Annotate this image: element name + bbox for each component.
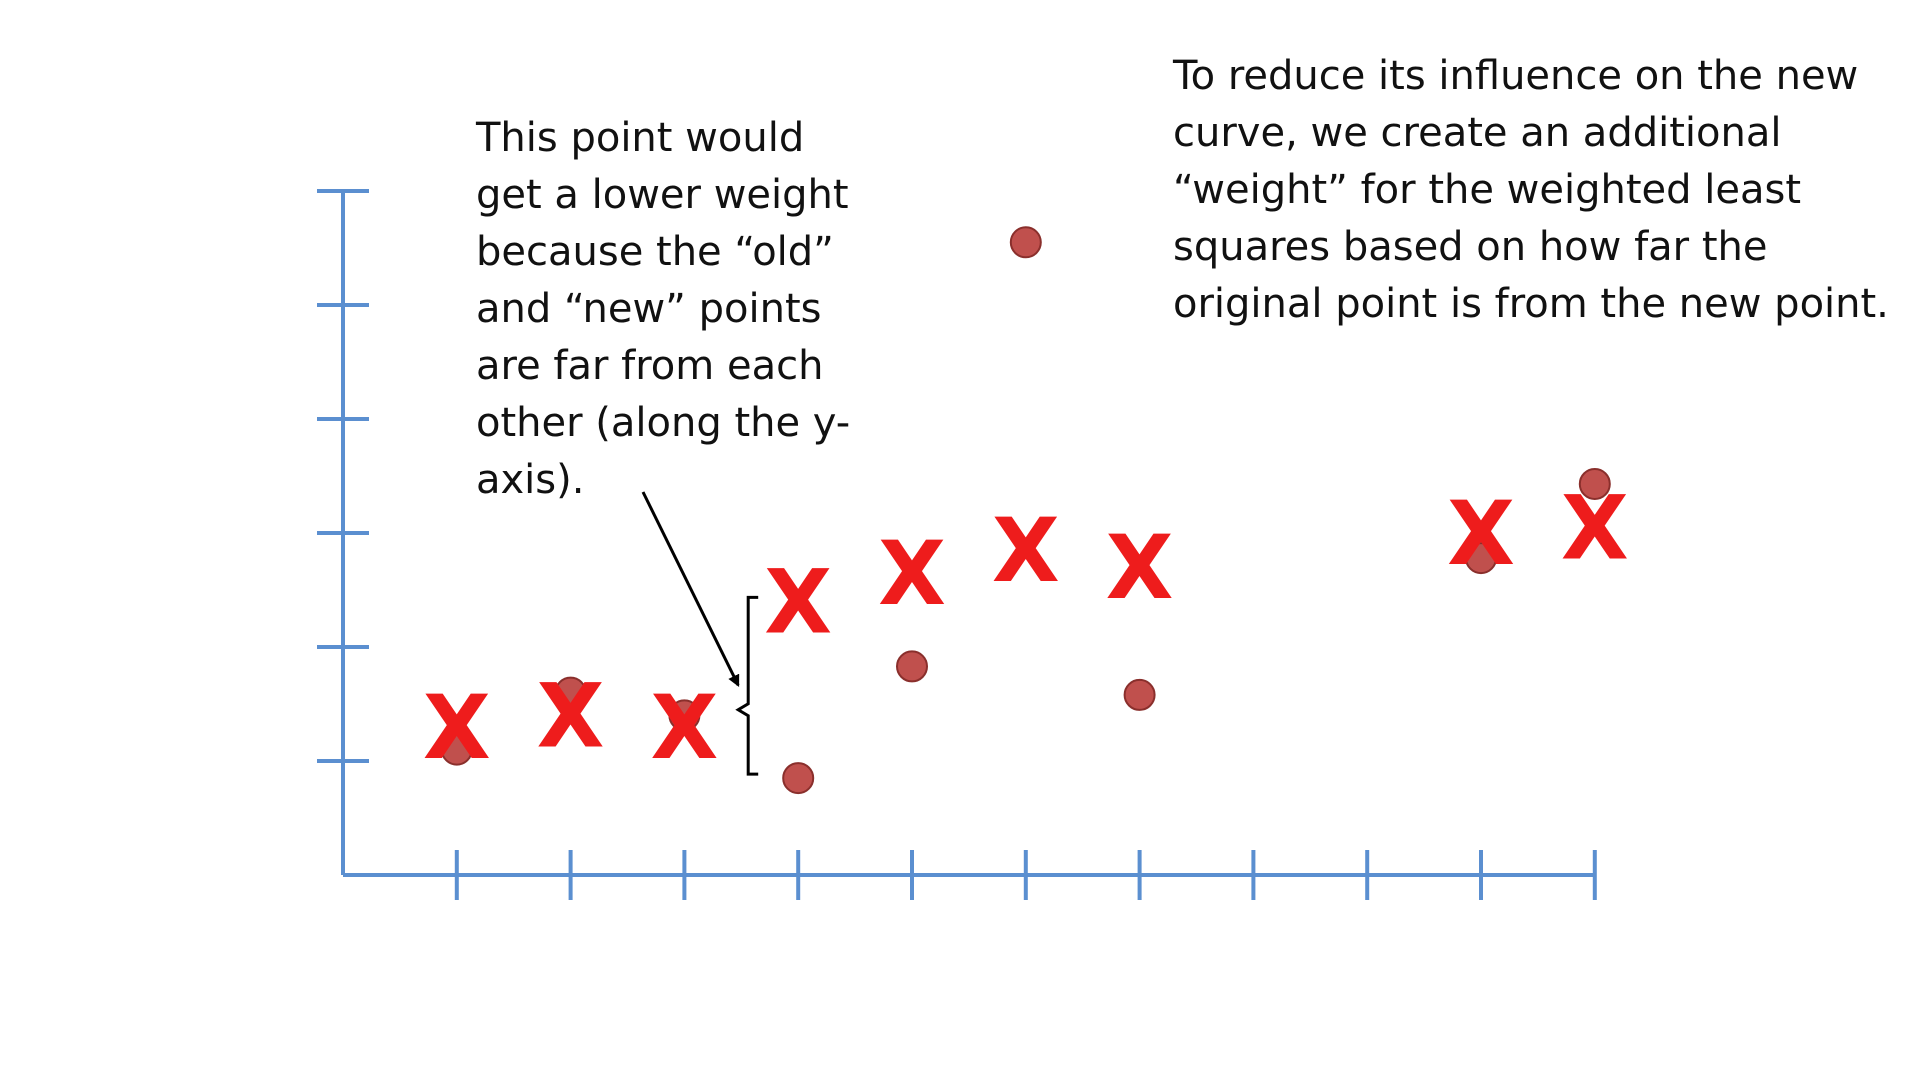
x-point: X — [1106, 516, 1174, 619]
x-point: X — [1561, 476, 1629, 579]
x-series: X X XX X X X X X — [423, 476, 1629, 779]
circle-point — [1123, 678, 1156, 711]
circle-point — [554, 676, 587, 709]
x-point: X — [650, 676, 718, 779]
note-line: squares based on how far the — [1173, 224, 1768, 270]
circle-series — [440, 226, 1611, 795]
weight-explanation-note: This point would get a lower weight beca… — [476, 110, 850, 509]
x-point: X — [1447, 482, 1515, 585]
bracket — [735, 595, 759, 776]
bracket-annotation — [735, 595, 759, 776]
x-point: X — [423, 676, 491, 779]
circle-point — [1578, 467, 1611, 500]
arrow-annotation — [641, 491, 740, 687]
circle-point — [896, 650, 928, 683]
circle-point — [1465, 542, 1497, 575]
circle-point — [1009, 226, 1042, 259]
x-point: X — [537, 664, 605, 767]
arrow — [641, 491, 740, 687]
note-line: To reduce its influence on the new — [1173, 53, 1859, 99]
influence-explanation-note: To reduce its influence on the new curve… — [1173, 48, 1889, 333]
note-line: get a lower weight — [476, 172, 849, 218]
x-point: X — [992, 499, 1060, 602]
note-line: curve, we create an additional — [1173, 110, 1782, 156]
note-line: original point is from the new point. — [1173, 281, 1889, 327]
note-line: “weight” for the weighted least — [1173, 167, 1802, 213]
circle-point — [782, 762, 815, 795]
note-line: axis). — [476, 457, 585, 503]
circle-point — [668, 699, 701, 732]
x-point: X — [764, 550, 832, 653]
note-line: because the “old” — [476, 229, 834, 275]
note-line: are far from each — [476, 343, 824, 389]
note-line: and “new” points — [476, 286, 822, 332]
circle-point — [440, 733, 473, 766]
axes — [317, 189, 1597, 900]
note-line: This point would — [476, 115, 805, 161]
note-line: other (along the y- — [476, 400, 851, 446]
x-point: X — [878, 522, 946, 625]
